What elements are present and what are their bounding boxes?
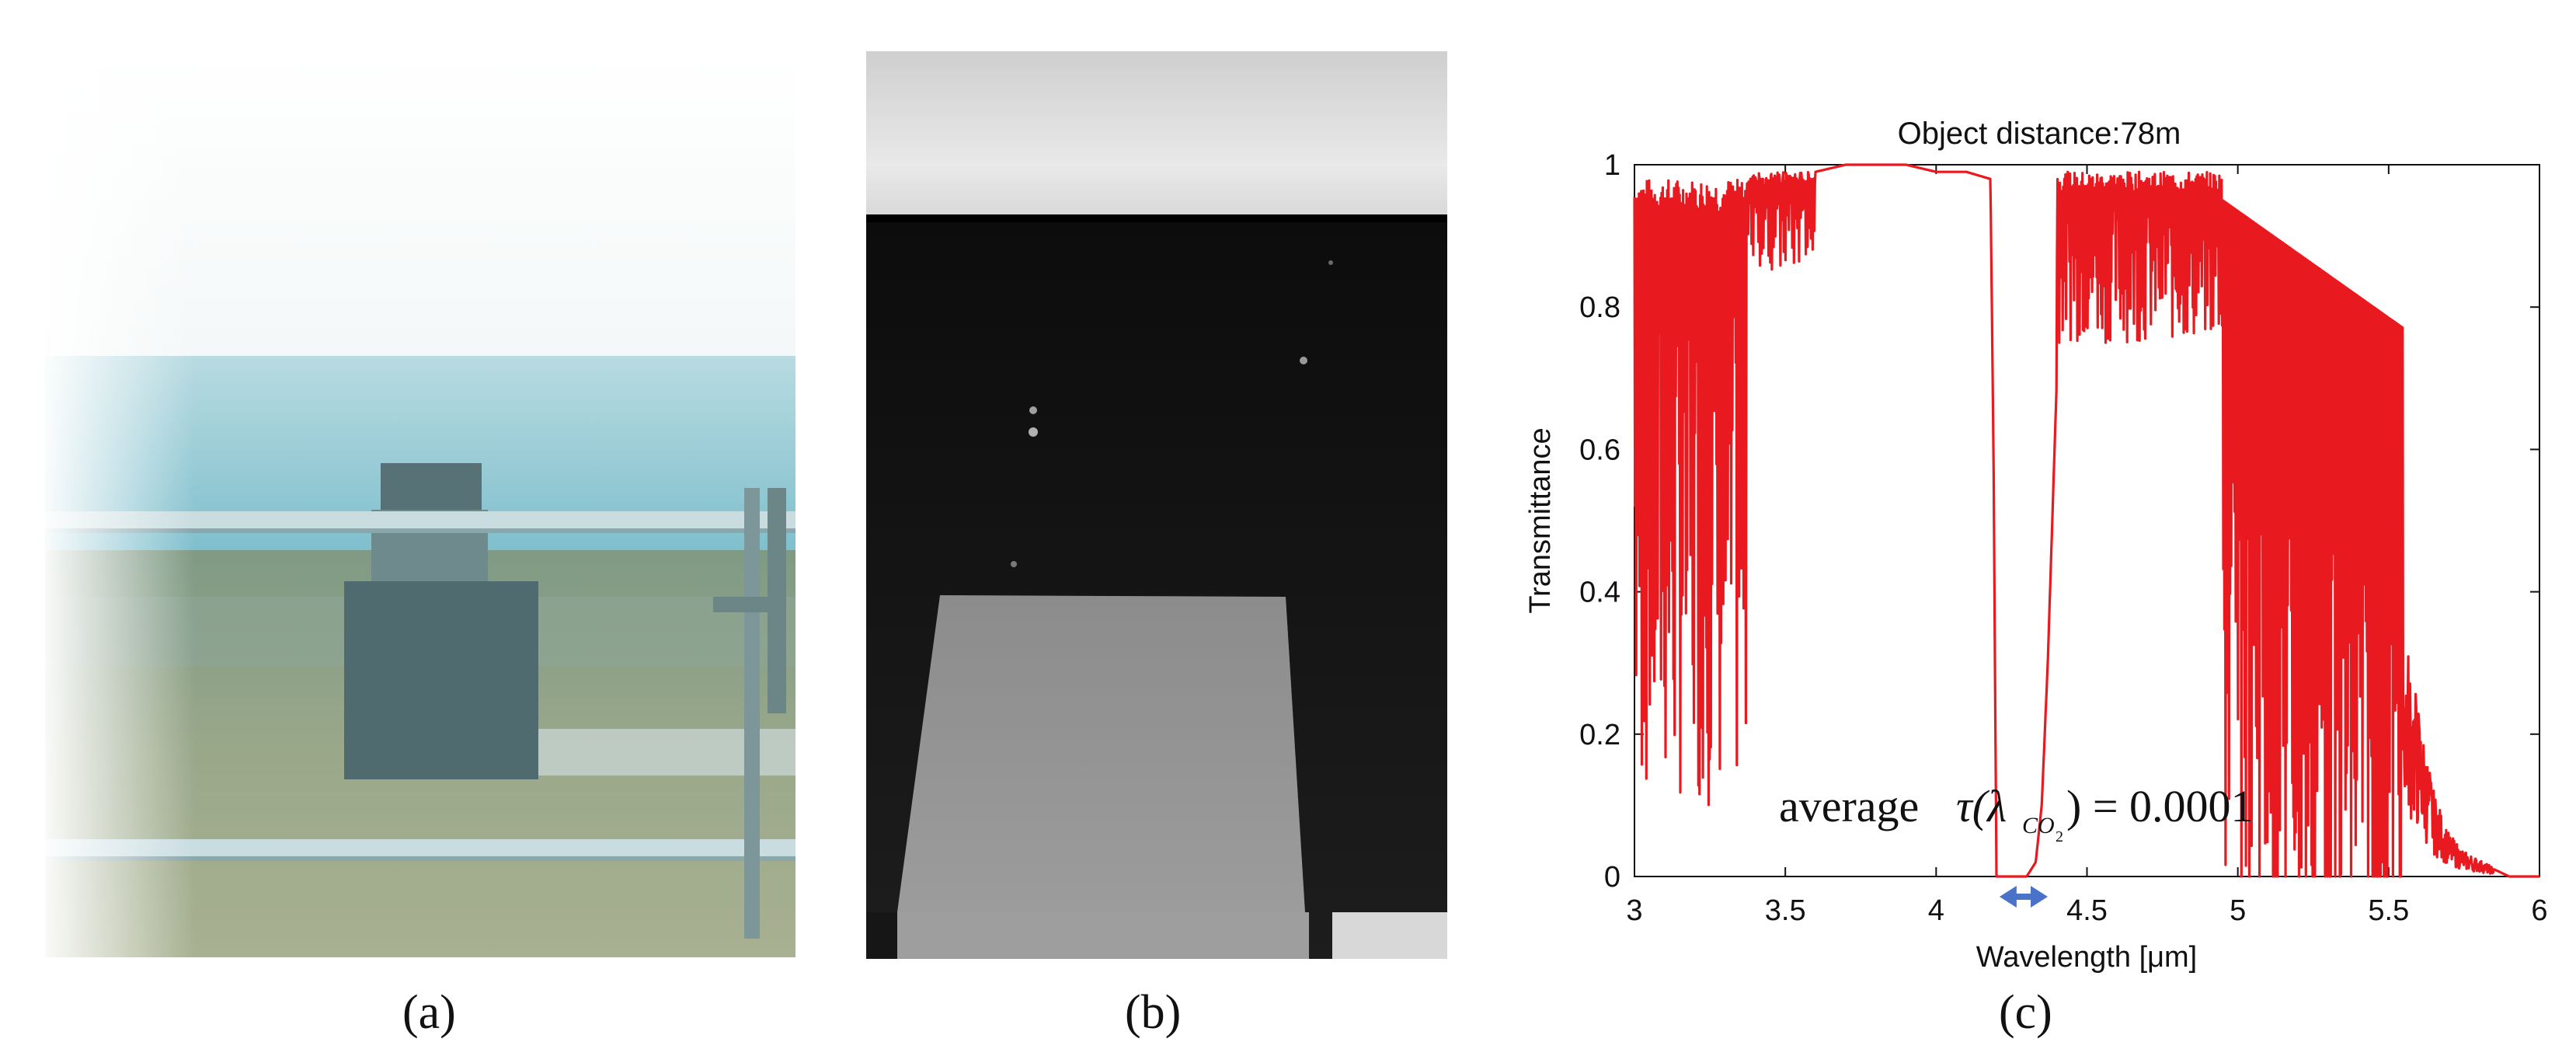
annotation-tau: τ(λ <box>1956 781 2007 831</box>
x-tick-label: 4.5 <box>2066 894 2108 927</box>
transmittance-chart: Object distance:78m 0 0.2 0.4 0.6 0.8 1 3 3.5 4… <box>1499 109 2548 987</box>
x-tick-label: 4 <box>1928 894 1944 927</box>
y-tick-label: 0.2 <box>1579 719 1620 751</box>
transmittance-series-line <box>1633 163 2540 878</box>
arrow-head-right <box>2031 886 2049 908</box>
annotation-suffix: ) = 0.0001 <box>2066 781 2254 831</box>
y-tick-label: 0.8 <box>1579 291 1620 324</box>
chart-title: Object distance:78m <box>1898 117 2181 151</box>
x-axis-ticks: 3 3.5 4 4.5 5 5.5 6 <box>1626 165 2548 927</box>
x-tick-label: 6 <box>2531 894 2547 927</box>
y-axis-label: Transmittance <box>1524 427 1557 613</box>
y-tick-label: 0 <box>1604 861 1620 894</box>
y-tick-label: 0.6 <box>1579 434 1620 466</box>
annotation-prefix: average <box>1779 781 1919 831</box>
caption-c: (c) <box>1999 986 2052 1039</box>
caption-a: (a) <box>402 986 456 1039</box>
y-tick-label: 0.4 <box>1579 577 1620 609</box>
y-tick-label: 1 <box>1604 149 1620 182</box>
x-tick-label: 3.5 <box>1765 894 1806 927</box>
co2-band-arrow <box>1999 886 2049 908</box>
plot-area: 0 0.2 0.4 0.6 0.8 1 3 3.5 4 4.5 5 5.5 6 <box>1579 149 2547 927</box>
annotation-subsub: 2 <box>2056 828 2063 845</box>
visible-photo <box>45 53 795 957</box>
x-tick-label: 3 <box>1626 894 1642 927</box>
average-annotation: average τ(λ CO 2 ) = 0.0001 <box>1779 781 2254 845</box>
caption-b: (b) <box>1125 986 1182 1039</box>
infrared-image <box>866 51 1447 959</box>
x-axis-label: Wavelength [μm] <box>1976 941 2197 974</box>
annotation-sub: CO <box>2022 813 2055 838</box>
x-tick-label: 5 <box>2230 894 2246 927</box>
y-axis-ticks: 0 0.2 0.4 0.6 0.8 1 <box>1579 149 2539 894</box>
x-tick-label: 5.5 <box>2368 894 2409 927</box>
arrow-head-left <box>1999 886 2017 908</box>
